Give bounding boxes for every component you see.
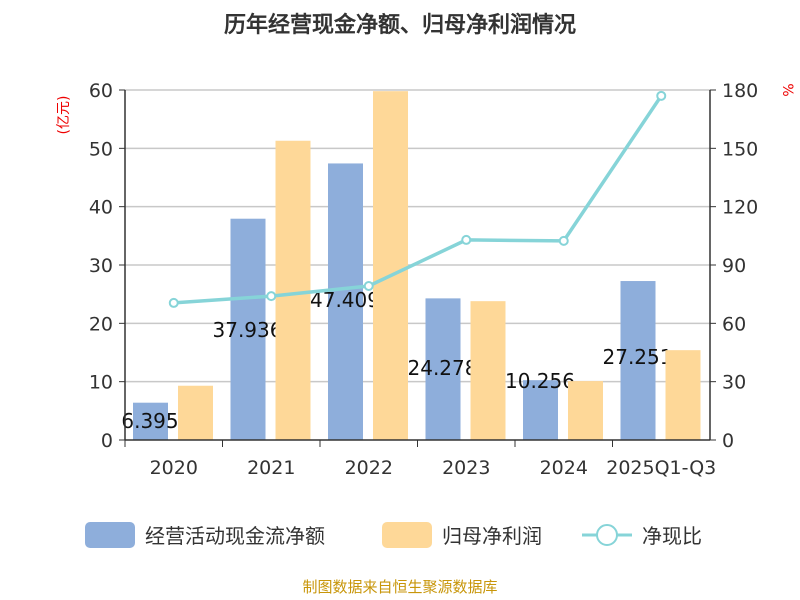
bar-label: 37.936: [213, 318, 283, 342]
right-axis-label: %: [779, 83, 795, 96]
legend-swatch-ratio-marker: [596, 524, 618, 546]
bar-label: 6.395: [121, 409, 178, 433]
line-point: [363, 281, 374, 291]
bar-label: 24.278: [408, 356, 478, 380]
legend-label-net-profit: 归母净利润: [442, 524, 542, 548]
bar-label: 10.256: [505, 369, 575, 393]
left-tick-label: 30: [89, 255, 113, 277]
right-tick-label: 60: [722, 313, 746, 335]
right-tick-label: 180: [722, 80, 758, 102]
left-tick-label: 40: [89, 197, 113, 219]
bar-net-profit: [373, 91, 408, 441]
bar-cash-flow: [620, 281, 656, 440]
line-point: [461, 234, 472, 245]
bar-cash-flow: [133, 402, 168, 440]
legend-label-cash-flow: 经营活动现金流净额: [145, 524, 325, 548]
line-point: [558, 235, 569, 246]
left-tick-label: 0: [101, 430, 113, 452]
legend-swatch-cash-flow: [85, 522, 135, 548]
line-point: [266, 291, 277, 302]
left-tick-label: 10: [89, 372, 113, 394]
right-tick-label: 0: [722, 430, 734, 452]
bar-net-profit: [470, 301, 506, 440]
bar-cash-flow: [328, 163, 363, 440]
x-tick-label: 2021: [247, 457, 295, 479]
bar-net-profit: [178, 385, 213, 440]
bar-net-profit: [665, 350, 701, 440]
x-tick-label: 2025Q1-Q3: [606, 457, 716, 479]
x-tick-label: 2024: [540, 457, 588, 479]
legend-label-ratio: 净现比: [642, 524, 702, 548]
right-tick-label: 90: [722, 255, 746, 277]
x-tick-label: 2023: [442, 457, 490, 479]
left-tick-label: 60: [89, 80, 113, 102]
bar-cash-flow: [425, 298, 461, 440]
line-net-cash-ratio: [173, 94, 663, 305]
bar-net-profit: [275, 140, 311, 440]
left-tick-label: 20: [89, 313, 113, 335]
legend-swatch-net-profit: [382, 522, 432, 548]
right-tick-label: 150: [722, 138, 758, 160]
line-point: [168, 297, 179, 308]
x-tick-label: 2022: [345, 457, 393, 479]
right-tick-label: 120: [722, 197, 758, 219]
bar-label: 27.251: [603, 345, 673, 369]
x-tick-label: 2020: [150, 457, 198, 479]
left-tick-label: 50: [89, 138, 113, 160]
left-axis-label: (亿元): [56, 96, 72, 135]
bar-cash-flow: [523, 380, 558, 440]
right-tick-label: 30: [722, 372, 746, 394]
source-note: 制图数据来自恒生聚源数据库: [302, 578, 497, 596]
line-point: [656, 90, 667, 101]
bar-net-profit: [568, 381, 603, 440]
chart-title: 历年经营现金净额、归母净利润情况: [224, 12, 576, 38]
bar-cash-flow: [230, 218, 266, 440]
